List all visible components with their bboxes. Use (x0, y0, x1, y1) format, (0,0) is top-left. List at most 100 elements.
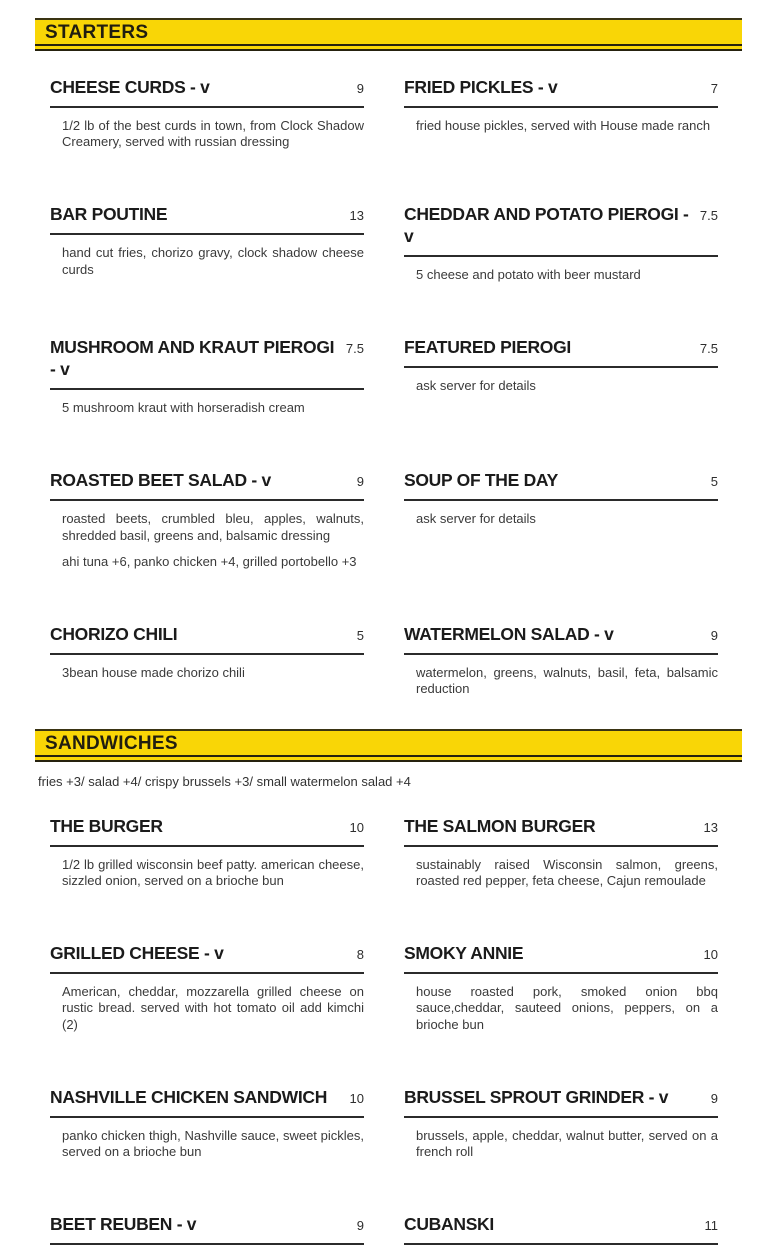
menu-item-price: 10 (703, 947, 718, 963)
menu-item-name: SMOKY ANNIE (404, 943, 524, 964)
menu-item-bar-poutine: BAR POUTINE 13 hand cut fries, chorizo g… (50, 204, 364, 283)
menu-item-header: THE BURGER 10 (50, 816, 364, 847)
menu-item-description: 5 cheese and potato with beer mustard (404, 267, 718, 283)
menu-item-price: 10 (349, 1090, 364, 1106)
menu-item-description: American, cheddar, mozzarella grilled ch… (50, 984, 364, 1033)
menu-item-price: 10 (349, 819, 364, 835)
section-title: STARTERS (45, 22, 149, 43)
menu-item-header: WATERMELON SALAD - v 9 (404, 624, 718, 655)
menu-item-header: FEATURED PIEROGI 7.5 (404, 337, 718, 369)
menu-item-price: 9 (710, 1090, 718, 1106)
description-paragraph: panko chicken thigh, Nashville sauce, sw… (62, 1127, 364, 1160)
description-paragraph: ask server for details (416, 378, 536, 394)
menu-item-description: 3bean house made chorizo chili (50, 665, 364, 681)
sandwiches-grid: THE BURGER 10 1/2 lb grilled wisconsin b… (50, 816, 718, 1245)
menu-item-chorizo-chili: CHORIZO CHILI 5 3bean house made chorizo… (50, 624, 364, 697)
menu-item-name: NASHVILLE CHICKEN SANDWICH (50, 1086, 328, 1107)
menu-item-description: ask server for details (404, 378, 718, 394)
menu-item-price: 13 (349, 208, 364, 224)
menu-item-description: brussels, apple, cheddar, walnut butter,… (404, 1128, 718, 1161)
menu-item-price: 7.5 (699, 208, 718, 224)
menu-item-smoky-annie: SMOKY ANNIE 10 house roasted pork, smoke… (404, 943, 718, 1033)
menu-item-name: BAR POUTINE (50, 204, 168, 225)
menu-item-name: THE SALMON BURGER (404, 815, 596, 836)
menu-item-header: CUBANSKI 11 (404, 1214, 718, 1245)
starters-grid: CHEESE CURDS - v 9 1/2 lb of the best cu… (50, 77, 718, 697)
menu-item-the-burger: THE BURGER 10 1/2 lb grilled wisconsin b… (50, 816, 364, 889)
menu-item-description: 1/2 lb of the best curds in town, from C… (50, 118, 364, 151)
description-paragraph: American, cheddar, mozzarella grilled ch… (62, 984, 364, 1032)
menu-item-price: 8 (356, 947, 364, 963)
menu-item-name: BRUSSEL SPROUT GRINDER - v (404, 1086, 669, 1107)
menu-item-header: CHORIZO CHILI 5 (50, 624, 364, 655)
menu-item-name: SOUP OF THE DAY (404, 470, 559, 491)
menu-item-header: SMOKY ANNIE 10 (404, 943, 718, 975)
menu-item-salmon-burger: THE SALMON BURGER 13 sustainably raised … (404, 816, 718, 889)
menu-item-description: panko chicken thigh, Nashville sauce, sw… (50, 1128, 364, 1161)
menu-item-header: ROASTED BEET SALAD - v 9 (50, 470, 364, 502)
description-paragraph: ahi tuna +6, panko chicken +4, grilled p… (62, 553, 357, 569)
menu-item-cheese-curds: CHEESE CURDS - v 9 1/2 lb of the best cu… (50, 77, 364, 150)
description-paragraph: fried house pickles, served with House m… (416, 117, 711, 133)
menu-item-name: CHEDDAR AND POTATO PIEROGI - v (404, 204, 689, 247)
menu-item-name: WATERMELON SALAD - v (404, 624, 614, 644)
description-paragraph: 1/2 lb of the best curds in town, from C… (62, 117, 364, 150)
menu-item-description: 1/2 lb grilled wisconsin beef patty. ame… (50, 857, 364, 890)
menu-item-header: NASHVILLE CHICKEN SANDWICH 10 (50, 1087, 364, 1118)
section-note: fries +3/ salad +4/ crispy brussels +3/ … (38, 774, 411, 790)
description-paragraph: watermelon, greens, walnuts, basil, feta… (416, 664, 718, 697)
menu-item-name: THE BURGER (50, 815, 163, 836)
menu-item-description: roasted beets, crumbled bleu, apples, wa… (50, 511, 364, 570)
menu-item-mushroom-kraut-pierogi: MUSHROOM AND KRAUT PIEROGI - v 7.5 5 mus… (50, 337, 364, 416)
menu-item-roasted-beet-salad: ROASTED BEET SALAD - v 9 roasted beets, … (50, 470, 364, 570)
menu-item-soup-of-the-day: SOUP OF THE DAY 5 ask server for details (404, 470, 718, 570)
description-paragraph: brussels, apple, cheddar, walnut butter,… (416, 1127, 718, 1160)
menu-item-header: THE SALMON BURGER 13 (404, 816, 718, 847)
menu-item-header: BRUSSEL SPROUT GRINDER - v 9 (404, 1087, 718, 1118)
menu-item-price: 7.5 (699, 341, 718, 357)
section-title: SANDWICHES (45, 733, 178, 755)
menu-item-watermelon-salad: WATERMELON SALAD - v 9 watermelon, green… (404, 624, 718, 697)
menu-item-grilled-cheese: GRILLED CHEESE - v 8 American, cheddar, … (50, 943, 364, 1033)
menu-item-header: MUSHROOM AND KRAUT PIEROGI - v 7.5 (50, 337, 364, 391)
description-paragraph: 1/2 lb grilled wisconsin beef patty. ame… (62, 856, 364, 889)
menu-item-beet-reuben: BEET REUBEN - v 9 (50, 1214, 364, 1245)
menu-item-header: CHEESE CURDS - v 9 (50, 77, 364, 108)
menu-item-name: CUBANSKI (404, 1214, 494, 1235)
menu-item-header: BEET REUBEN - v 9 (50, 1214, 364, 1245)
menu-item-header: SOUP OF THE DAY 5 (404, 470, 718, 502)
menu-item-price: 9 (710, 628, 718, 643)
menu-item-name: FRIED PICKLES - v (404, 77, 558, 97)
description-paragraph: 5 cheese and potato with beer mustard (416, 267, 641, 283)
description-paragraph: roasted beets, crumbled bleu, apples, wa… (62, 511, 364, 543)
menu-item-header: CHEDDAR AND POTATO PIEROGI - v 7.5 (404, 204, 718, 258)
menu-item-name: FEATURED PIEROGI (404, 337, 571, 358)
menu-item-nashville-chicken-sandwich: NASHVILLE CHICKEN SANDWICH 10 panko chic… (50, 1087, 364, 1160)
description-paragraph: 3bean house made chorizo chili (62, 664, 245, 680)
menu-item-description: 5 mushroom kraut with horseradish cream (50, 400, 364, 416)
section-sandwiches: SANDWICHES fries +3/ salad +4/ crispy br… (0, 729, 770, 1245)
description-paragraph: ask server for details (416, 511, 536, 527)
menu-item-name: CHORIZO CHILI (50, 624, 178, 644)
menu-item-description: sustainably raised Wisconsin salmon, gre… (404, 857, 718, 890)
menu-item-description: house roasted pork, smoked onion bbq sau… (404, 984, 718, 1033)
menu-item-featured-pierogi: FEATURED PIEROGI 7.5 ask server for deta… (404, 337, 718, 416)
menu-item-name: MUSHROOM AND KRAUT PIEROGI - v (50, 337, 335, 380)
menu-item-price: 7.5 (345, 341, 364, 357)
menu-item-cubanski: CUBANSKI 11 (404, 1214, 718, 1245)
menu-item-price: 9 (356, 81, 364, 96)
menu-item-name: CHEESE CURDS - v (50, 77, 210, 97)
menu-item-header: BAR POUTINE 13 (50, 204, 364, 236)
menu-item-price: 9 (356, 1218, 364, 1234)
menu-item-price: 5 (356, 628, 364, 643)
description-paragraph: house roasted pork, smoked onion bbq sau… (416, 984, 718, 1032)
menu-item-brussel-sprout-grinder: BRUSSEL SPROUT GRINDER - v 9 brussels, a… (404, 1087, 718, 1160)
menu-item-price: 13 (703, 819, 718, 835)
menu-item-price: 5 (710, 474, 718, 490)
menu-item-price: 9 (356, 474, 364, 490)
section-header-sandwiches: SANDWICHES (35, 729, 742, 763)
description-paragraph: sustainably raised Wisconsin salmon, gre… (416, 856, 718, 889)
menu-item-price: 7 (710, 81, 718, 96)
menu-item-description: ask server for details (404, 511, 718, 527)
